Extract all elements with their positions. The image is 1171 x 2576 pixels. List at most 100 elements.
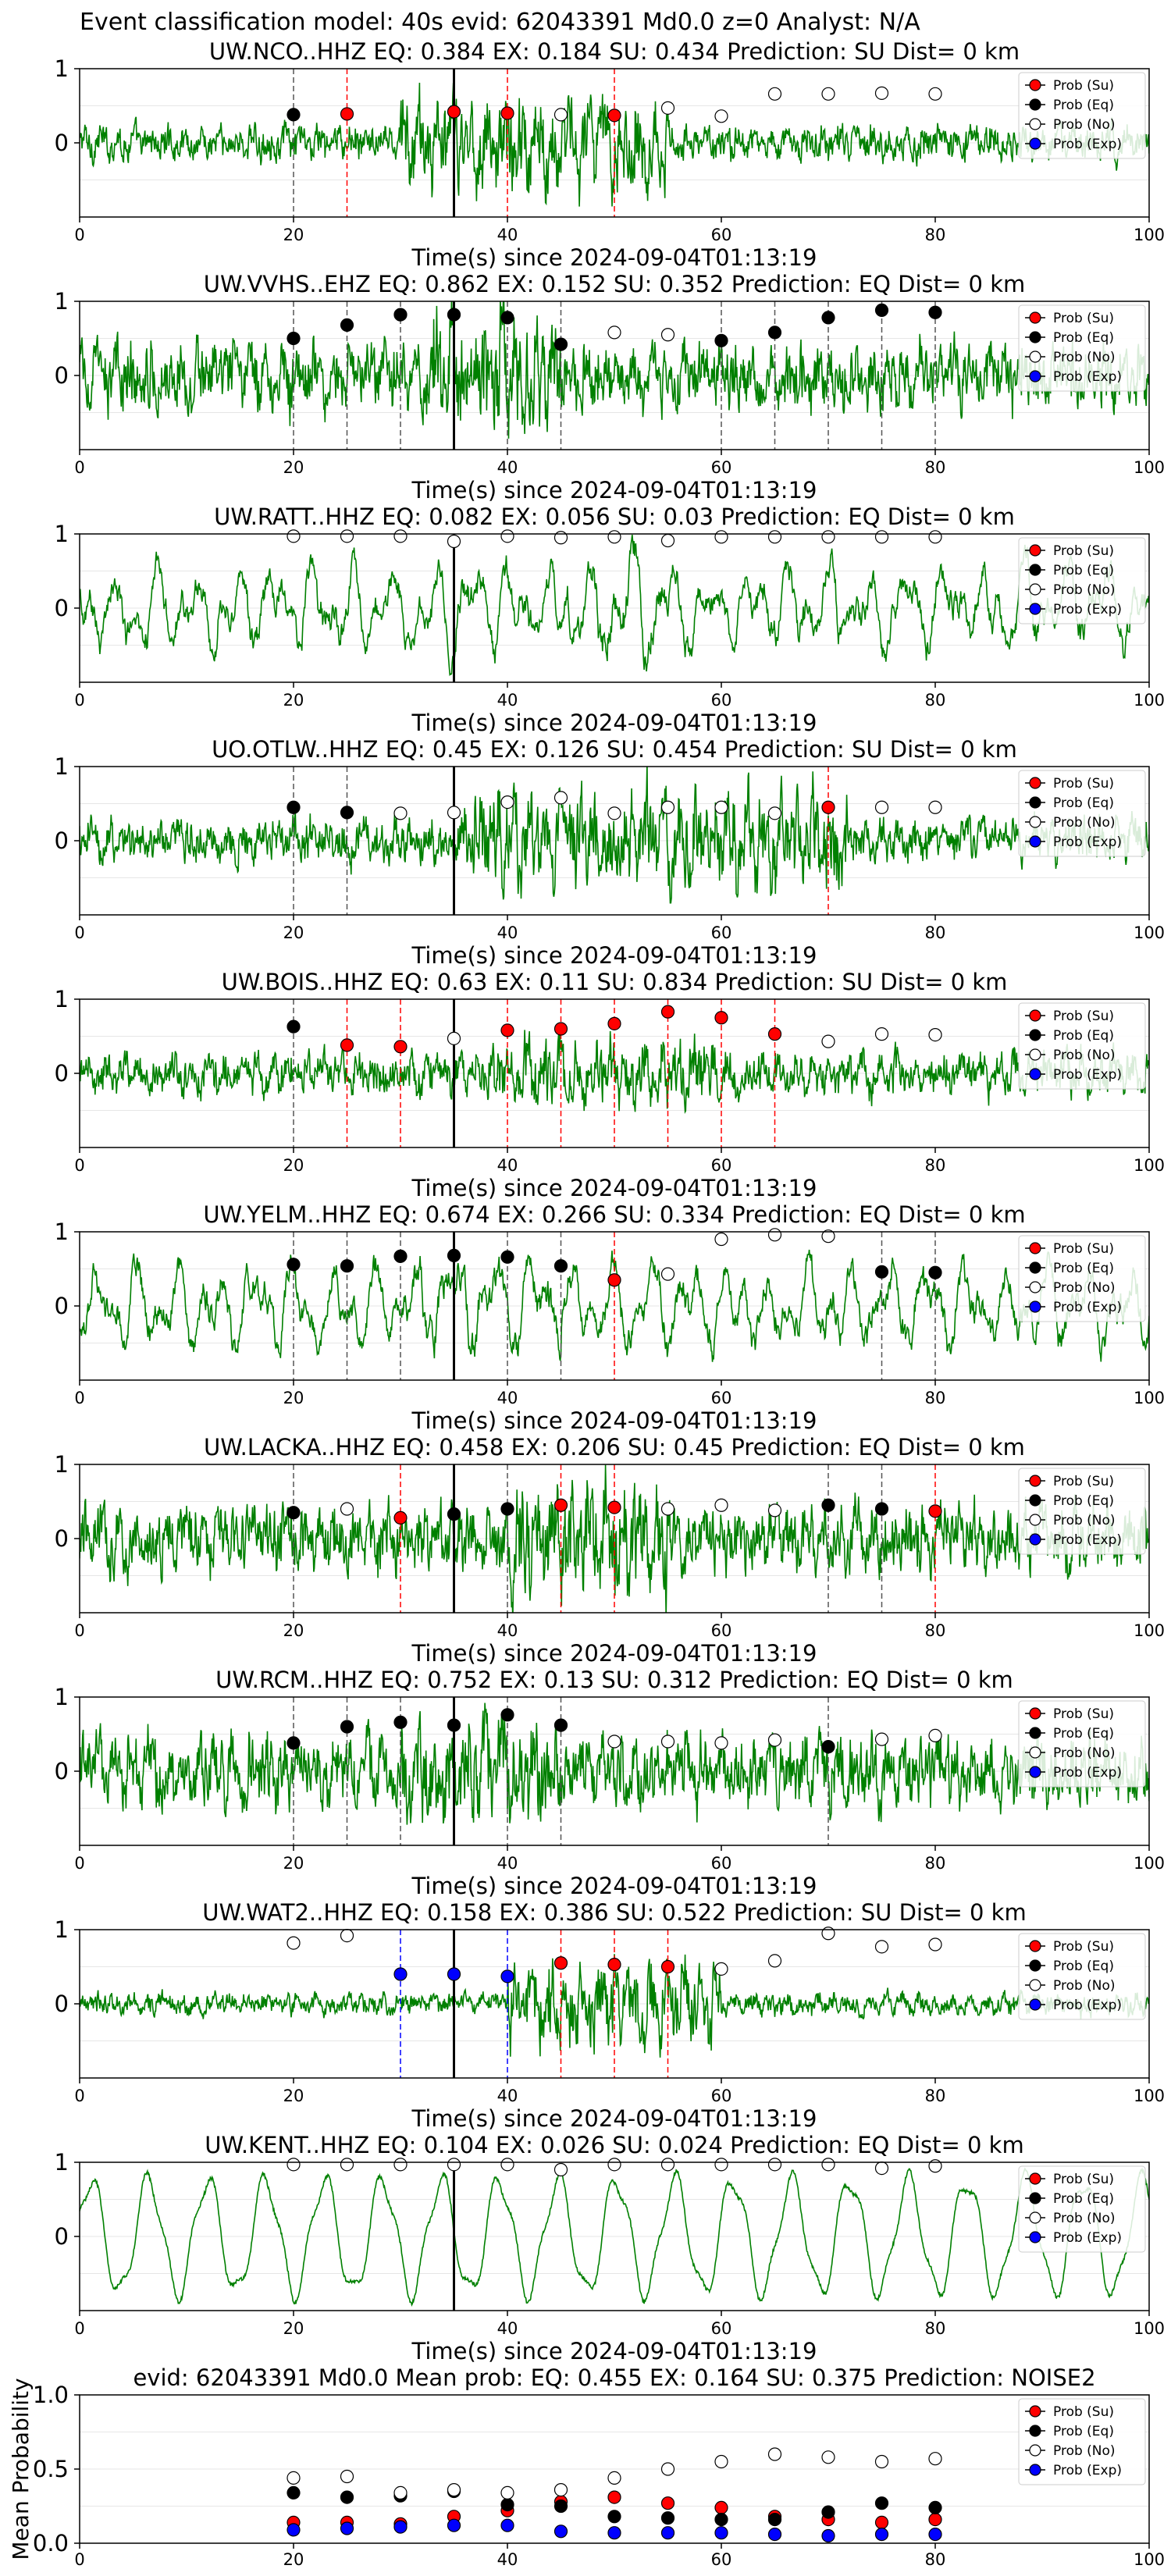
legend-label-eq: Prob (Eq) [1053,330,1114,346]
prob-point-65 [767,1228,782,1242]
x-tick-label: 40 [497,1621,518,1640]
x-tick-label: 0 [74,2550,84,2569]
station-title: UO.OTLW..HHZ EQ: 0.45 EX: 0.126 SU: 0.45… [212,736,1017,763]
y-tick-label: 0 [55,1525,69,1552]
legend-marker-exp [1029,1068,1041,1080]
legend-frame [1018,1468,1146,1555]
legend-marker-eq [1029,1959,1041,1972]
mean-point-eq-65 [767,2513,782,2527]
legend-label-eq: Prob (Eq) [1053,1493,1114,1509]
prob-point-70 [821,1740,835,1754]
prob-point-80 [928,1027,942,1042]
prob-point-70 [821,1927,835,1941]
x-tick-label: 80 [925,2319,946,2338]
prob-point-25 [340,318,354,332]
prob-point-40 [500,2158,514,2172]
mean-point-no-30 [393,2485,408,2500]
station-panel-10: UW.KENT..HHZ EQ: 0.104 EX: 0.026 SU: 0.0… [55,2132,1166,2364]
waveform-trace [80,1030,1149,1115]
waveform-trace [80,82,1149,207]
legend-marker-su [1029,544,1041,557]
prob-point-50 [607,1500,621,1514]
y-tick-label: 0.5 [33,2456,69,2482]
prob-point-60 [714,2158,728,2172]
x-tick-label: 40 [497,923,518,942]
prob-point-45 [553,1956,568,1970]
prob-point-60 [714,333,728,347]
prob-point-55 [660,1005,675,1019]
legend-label-exp: Prob (Exp) [1053,2463,1122,2478]
legend-marker-no [1029,1746,1041,1759]
legend-marker-eq [1029,564,1041,576]
legend-label-su: Prob (Su) [1053,1939,1114,1955]
station-title: UW.BOIS..HHZ EQ: 0.63 EX: 0.11 SU: 0.834… [222,969,1008,995]
legend-marker-exp [1029,1766,1041,1778]
prob-point-75 [874,800,889,814]
mean-point-exp-70 [821,2528,835,2543]
prob-point-20 [287,1736,301,1750]
x-tick-label: 100 [1134,1854,1165,1873]
station-legend: Prob (Su) Prob (Eq) Prob (No) Prob (Exp) [1018,72,1146,159]
prob-point-65 [767,1027,782,1041]
x-tick-label: 40 [497,1854,518,1873]
y-tick-label: 0 [55,595,69,621]
x-tick-label: 60 [711,923,732,942]
prob-point-50 [607,1016,621,1030]
prob-point-25 [340,2158,354,2172]
mean-point-exp-25 [340,2521,354,2535]
y-tick-label: 0 [55,1758,69,1784]
x-tick-label: 80 [925,2087,946,2105]
prob-point-30 [393,806,408,820]
prob-point-50 [607,530,621,544]
mean-probability-panel: evid: 62043391 Md0.0 Mean prob: EQ: 0.45… [8,2364,1165,2569]
mean-point-exp-20 [287,2523,301,2537]
legend-label-su: Prob (Su) [1053,2404,1114,2420]
prob-point-75 [874,1732,889,1746]
mean-point-eq-40 [500,2498,514,2512]
station-panel-3: UW.RATT..HHZ EQ: 0.082 EX: 0.056 SU: 0.0… [55,503,1166,736]
prob-point-60 [714,1232,728,1247]
prob-point-35 [447,105,461,119]
legend-label-no: Prob (No) [1053,582,1116,598]
x-tick-label: 60 [711,2319,732,2338]
prob-point-20 [287,331,301,346]
mean-point-no-60 [714,2454,728,2469]
x-tick-label: 40 [497,691,518,710]
prob-point-25 [340,806,354,820]
x-axis-label: Time(s) since 2024-09-04T01:13:19 [411,1640,817,1667]
x-tick-label: 20 [283,226,304,244]
x-tick-label: 100 [1134,1389,1165,1407]
x-tick-label: 20 [283,2319,304,2338]
legend-label-no: Prob (No) [1053,1513,1116,1528]
legend-frame [1018,2398,1146,2485]
prob-point-70 [821,2158,835,2172]
station-title: UW.RCM..HHZ EQ: 0.752 EX: 0.13 SU: 0.312… [215,1667,1013,1693]
mean-point-exp-60 [714,2526,728,2540]
prob-point-30 [393,2158,408,2172]
x-axis-label: Time(s) since 2024-09-04T01:13:19 [411,942,817,969]
y-tick-label: 0 [55,1991,69,2017]
y-tick-label: 1 [55,521,69,547]
x-tick-label: 60 [711,1621,732,1640]
prob-point-25 [340,1929,354,1943]
prob-point-80 [928,1937,942,1952]
prob-point-80 [928,87,942,101]
legend-frame [1018,537,1146,624]
mean-point-no-25 [340,2469,354,2484]
legend-marker-no [1029,2444,1041,2457]
prob-point-20 [287,108,301,122]
legend-frame [1018,770,1146,857]
prob-point-25 [340,529,354,543]
legend-marker-exp [1029,1300,1041,1313]
mean-point-eq-80 [928,2500,942,2514]
y-tick-label: 0 [55,1293,69,1319]
x-tick-label: 100 [1134,1621,1165,1640]
legend-marker-exp [1029,835,1041,848]
mean-point-eq-50 [607,2510,621,2524]
legend-marker-exp [1029,603,1041,615]
mean-point-no-50 [607,2471,621,2485]
prob-point-65 [767,1954,782,1968]
prob-point-75 [874,1027,889,1041]
station-panel-8: UW.RCM..HHZ EQ: 0.752 EX: 0.13 SU: 0.312… [55,1667,1166,1899]
x-axis-label: Time(s) since 2024-09-04T01:13:19 [411,244,817,271]
